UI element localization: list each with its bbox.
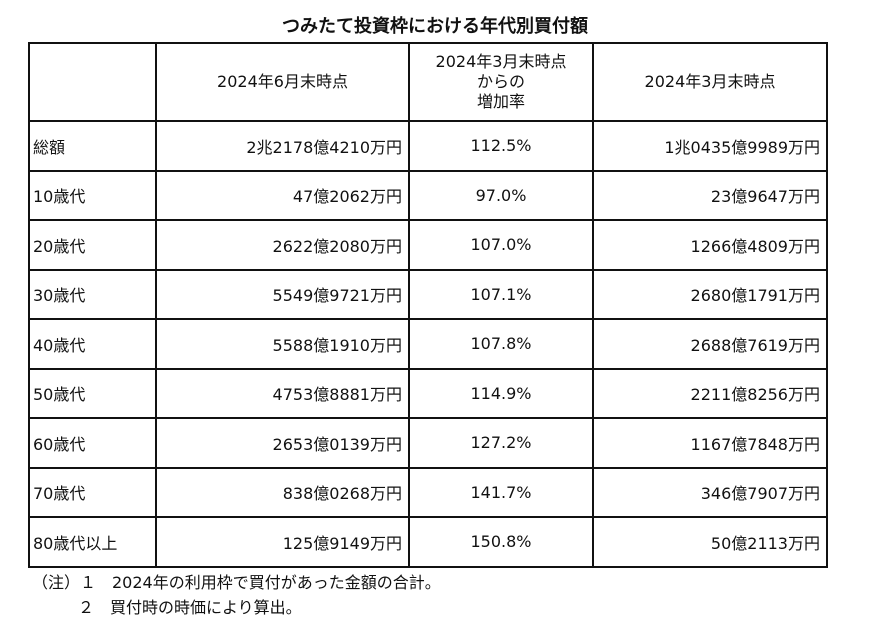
table-row: 20歳代 2622億2080万円 107.0% 1266億4809万円 xyxy=(28,219,828,271)
age-group-cell: 総額 xyxy=(28,120,157,172)
header-june-2024: 2024年6月末時点 xyxy=(155,42,410,122)
june-2024-amount-cell: 5549億9721万円 xyxy=(155,268,410,320)
growth-rate-cell: 150.8% xyxy=(408,516,594,568)
table-row: 40歳代 5588億1910万円 107.8% 2688億7619万円 xyxy=(28,318,828,370)
header-row: 2024年6月末時点 2024年3月末時点 からの 増加率 2024年3月末時点 xyxy=(28,42,828,122)
header-march-2024: 2024年3月末時点 xyxy=(592,42,828,122)
growth-rate-cell: 141.7% xyxy=(408,466,594,518)
note-1: （注）１ 2024年の利用枠で買付があった金額の合計。 xyxy=(32,573,441,592)
june-2024-amount-cell: 5588億1910万円 xyxy=(155,318,410,370)
june-2024-amount-cell: 2兆2178億4210万円 xyxy=(155,120,410,172)
growth-rate-cell: 97.0% xyxy=(408,169,594,221)
march-2024-amount-cell: 2211億8256万円 xyxy=(592,367,828,419)
march-2024-amount-cell: 1266億4809万円 xyxy=(592,219,828,271)
age-group-cell: 40歳代 xyxy=(28,318,157,370)
table-row: 60歳代 2653億0139万円 127.2% 1167億7848万円 xyxy=(28,417,828,469)
table-row: 10歳代 47億2062万円 97.0% 23億9647万円 xyxy=(28,169,828,221)
age-group-cell: 80歳代以上 xyxy=(28,516,157,568)
table-row: 総額 2兆2178億4210万円 112.5% 1兆0435億9989万円 xyxy=(28,120,828,172)
march-2024-amount-cell: 50億2113万円 xyxy=(592,516,828,568)
growth-rate-cell: 107.8% xyxy=(408,318,594,370)
march-2024-amount-cell: 23億9647万円 xyxy=(592,169,828,221)
march-2024-amount-cell: 2688億7619万円 xyxy=(592,318,828,370)
table-row: 30歳代 5549億9721万円 107.1% 2680億1791万円 xyxy=(28,268,828,320)
june-2024-amount-cell: 2653億0139万円 xyxy=(155,417,410,469)
header-growth-rate: 2024年3月末時点 からの 増加率 xyxy=(408,42,594,122)
footnotes: （注）１ 2024年の利用枠で買付があった金額の合計。 ２ 買付時の時価により算… xyxy=(32,570,441,620)
growth-rate-cell: 107.0% xyxy=(408,219,594,271)
growth-rate-cell: 127.2% xyxy=(408,417,594,469)
purchase-table: 2024年6月末時点 2024年3月末時点 からの 増加率 2024年3月末時点… xyxy=(28,42,828,568)
note-2: ２ 買付時の時価により算出。 xyxy=(78,598,302,617)
growth-rate-cell: 107.1% xyxy=(408,268,594,320)
table-row: 80歳代以上 125億9149万円 150.8% 50億2113万円 xyxy=(28,516,828,568)
march-2024-amount-cell: 2680億1791万円 xyxy=(592,268,828,320)
march-2024-amount-cell: 346億7907万円 xyxy=(592,466,828,518)
march-2024-amount-cell: 1167億7848万円 xyxy=(592,417,828,469)
header-blank xyxy=(28,42,157,122)
table-row: 70歳代 838億0268万円 141.7% 346億7907万円 xyxy=(28,466,828,518)
table-title: つみたて投資枠における年代別買付額 xyxy=(282,16,588,37)
age-group-cell: 50歳代 xyxy=(28,367,157,419)
june-2024-amount-cell: 125億9149万円 xyxy=(155,516,410,568)
age-group-cell: 10歳代 xyxy=(28,169,157,221)
june-2024-amount-cell: 47億2062万円 xyxy=(155,169,410,221)
june-2024-amount-cell: 4753億8881万円 xyxy=(155,367,410,419)
june-2024-amount-cell: 2622億2080万円 xyxy=(155,219,410,271)
age-group-cell: 60歳代 xyxy=(28,417,157,469)
june-2024-amount-cell: 838億0268万円 xyxy=(155,466,410,518)
march-2024-amount-cell: 1兆0435億9989万円 xyxy=(592,120,828,172)
age-group-cell: 30歳代 xyxy=(28,268,157,320)
growth-rate-cell: 114.9% xyxy=(408,367,594,419)
age-group-cell: 20歳代 xyxy=(28,219,157,271)
growth-rate-cell: 112.5% xyxy=(408,120,594,172)
age-group-cell: 70歳代 xyxy=(28,466,157,518)
table-row: 50歳代 4753億8881万円 114.9% 2211億8256万円 xyxy=(28,367,828,419)
